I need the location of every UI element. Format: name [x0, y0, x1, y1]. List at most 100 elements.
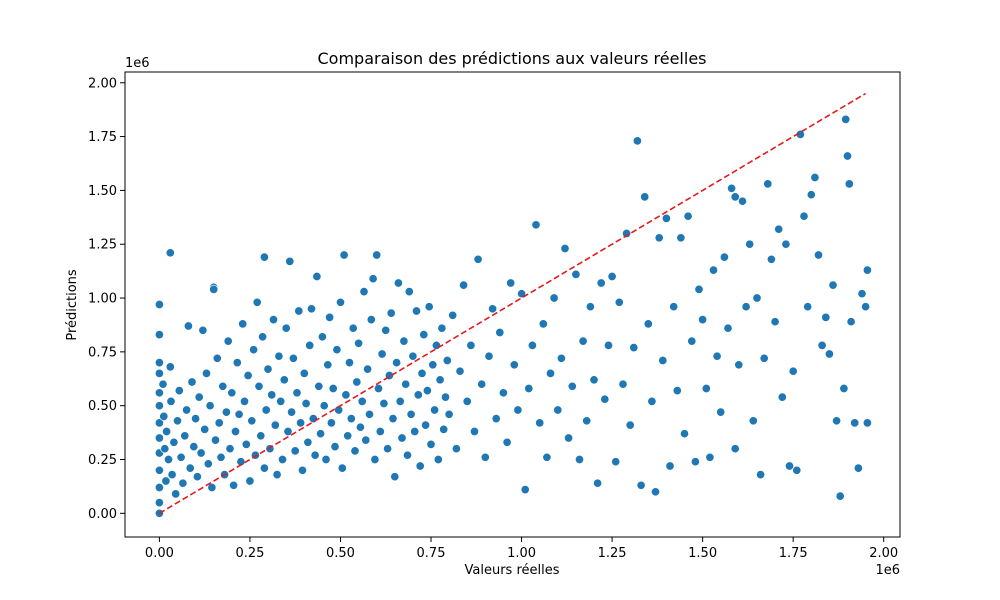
data-point: [162, 426, 172, 437]
data-point: [821, 312, 831, 322]
data-point: [413, 390, 423, 400]
data-point: [212, 353, 222, 363]
data-point: [705, 452, 715, 462]
data-point: [712, 351, 722, 361]
data-point: [448, 310, 458, 320]
data-point: [719, 252, 729, 262]
data-point: [158, 379, 168, 389]
data-point: [406, 409, 416, 419]
data-point: [392, 358, 402, 368]
data-point: [549, 293, 559, 303]
data-point: [473, 254, 483, 264]
data-point: [723, 323, 733, 333]
x-tick-label: 1.75: [779, 546, 808, 561]
data-point: [279, 375, 289, 385]
data-point: [301, 398, 311, 409]
data-point: [305, 340, 315, 350]
data-point: [426, 439, 436, 449]
plot-frame: [124, 71, 901, 538]
data-point: [806, 190, 816, 200]
data-point: [390, 472, 400, 482]
data-point: [207, 482, 217, 493]
data-point: [622, 228, 632, 239]
data-point: [578, 336, 588, 346]
data-point: [640, 192, 650, 202]
data-point: [777, 392, 787, 402]
data-point: [395, 396, 405, 406]
data-point: [763, 179, 773, 189]
data-point: [189, 442, 199, 452]
data-point: [832, 416, 842, 426]
data-point: [249, 345, 259, 355]
data-point: [201, 368, 212, 378]
data-point: [370, 454, 380, 465]
data-point: [272, 470, 282, 480]
data-point: [198, 325, 208, 335]
data-point: [850, 418, 860, 428]
data-point: [182, 405, 192, 415]
data-point: [163, 454, 174, 465]
data-point: [346, 414, 356, 424]
data-point: [766, 254, 776, 264]
data-point: [618, 379, 628, 389]
data-point: [325, 312, 335, 322]
data-point: [154, 465, 164, 475]
reference-line: [158, 92, 867, 515]
data-point: [596, 278, 606, 288]
data-point: [355, 422, 365, 432]
data-point: [239, 396, 250, 406]
data-point: [171, 489, 181, 499]
data-point: [299, 368, 309, 378]
data-point: [178, 478, 188, 488]
data-point: [435, 375, 445, 385]
data-point: [357, 396, 367, 406]
data-point: [857, 289, 867, 299]
data-point: [290, 446, 300, 456]
data-point: [281, 323, 291, 333]
x-tick-label: 1.50: [688, 546, 717, 561]
x-axis: 0.00 0.25 0.50 0.75 1.00 1.25 1.50 1.75 2.00: [145, 537, 898, 561]
data-point: [727, 183, 737, 193]
data-point: [361, 435, 371, 445]
data-point: [817, 340, 827, 350]
x-tick-label: 0.75: [417, 546, 446, 561]
data-point: [440, 392, 451, 402]
data-point: [846, 317, 856, 327]
data-point: [183, 321, 193, 331]
data-point: [154, 433, 164, 443]
data-point: [154, 358, 164, 368]
data-point: [567, 381, 577, 391]
data-point: [545, 368, 556, 378]
data-point: [200, 424, 210, 434]
data-point: [527, 340, 537, 350]
data-point: [167, 470, 177, 480]
data-point: [650, 487, 661, 497]
data-point: [636, 480, 646, 490]
data-point: [844, 179, 854, 189]
data-point: [241, 439, 251, 449]
data-point: [428, 360, 438, 370]
data-point: [341, 390, 351, 400]
data-point: [196, 448, 206, 458]
data-point: [462, 396, 472, 406]
data-point: [209, 284, 219, 294]
data-point: [431, 340, 441, 350]
data-point: [553, 405, 563, 415]
data-point: [411, 306, 422, 316]
data-point: [285, 256, 295, 266]
data-point: [388, 414, 398, 424]
data-point: [469, 426, 480, 437]
data-point: [169, 437, 179, 447]
data-point: [221, 407, 231, 417]
data-point: [161, 476, 171, 486]
data-point: [658, 355, 668, 366]
data-point: [227, 388, 237, 398]
y-tick-label: 0.25: [88, 453, 117, 468]
x-tick-label: 0.00: [145, 546, 174, 561]
data-point: [676, 233, 686, 243]
data-point: [268, 315, 279, 325]
data-point: [381, 325, 391, 335]
data-point: [154, 482, 164, 493]
data-point: [491, 414, 501, 424]
